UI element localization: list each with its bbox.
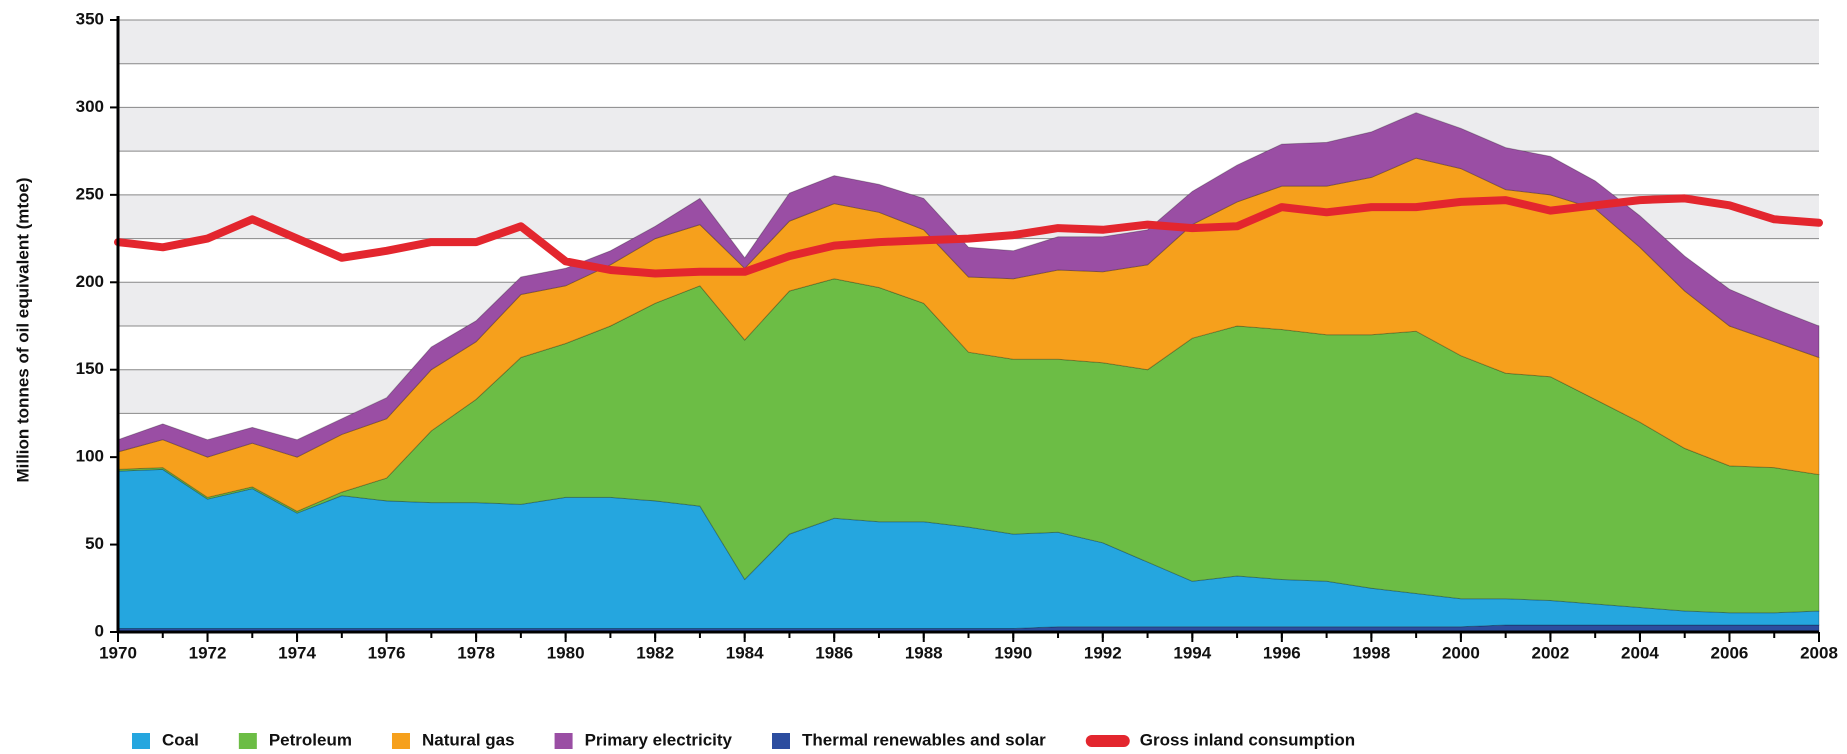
x-tick-label: 1986 [815, 643, 853, 662]
legend-swatch [772, 733, 790, 749]
legend-label: Coal [162, 730, 199, 749]
legend-item: Primary electricity [554, 730, 733, 749]
x-tick-label: 2008 [1800, 643, 1838, 662]
x-tick-label: 1990 [994, 643, 1032, 662]
x-tick-label: 1978 [457, 643, 495, 662]
legend-swatch [238, 733, 257, 749]
x-tick-label: 1998 [1352, 643, 1390, 662]
legend-label: Petroleum [269, 730, 352, 749]
legend-swatch [554, 733, 573, 749]
x-tick-label: 1972 [189, 643, 227, 662]
x-tick-label: 1992 [1084, 643, 1122, 662]
legend-swatch [132, 733, 150, 749]
legend-item: Petroleum [238, 730, 352, 749]
x-tick-label: 1980 [547, 643, 585, 662]
y-tick-label: 150 [76, 359, 104, 378]
x-tick-label: 2002 [1532, 643, 1570, 662]
x-tick-label: 1970 [99, 643, 137, 662]
legend-item: Thermal renewables and solar [772, 730, 1046, 749]
y-axis-label: Million tonnes of oil equivalent (mtoe) [13, 177, 32, 482]
x-tick-label: 1988 [905, 643, 943, 662]
grid-band [118, 107, 1819, 152]
x-tick-label: 1982 [636, 643, 674, 662]
legend-label: Primary electricity [585, 730, 733, 749]
y-tick-label: 350 [76, 9, 104, 28]
y-tick-label: 200 [76, 272, 104, 291]
legend-item: Natural gas [391, 730, 515, 749]
y-tick-label: 0 [95, 621, 104, 640]
x-tick-label: 2000 [1442, 643, 1480, 662]
legend-swatch [391, 733, 410, 749]
x-tick-label: 1974 [278, 643, 316, 662]
legend-label: Natural gas [422, 730, 515, 749]
x-tick-label: 1976 [368, 643, 406, 662]
legend-label: Thermal renewables and solar [802, 730, 1046, 749]
area [117, 112, 1820, 458]
line [114, 194, 1823, 278]
x-tick-label: 1996 [1263, 643, 1301, 662]
grid-band [118, 20, 1819, 64]
legend-item: Gross inland consumption [1085, 730, 1355, 749]
y-tick-label: 100 [76, 447, 104, 466]
x-tick-label: 1984 [726, 643, 764, 662]
y-tick-label: 50 [85, 534, 104, 553]
y-tick-label: 300 [76, 97, 104, 116]
legend-label: Gross inland consumption [1140, 730, 1355, 749]
x-tick-label: 2006 [1711, 643, 1749, 662]
legend-item: Coal [132, 730, 199, 749]
legend-swatch [1085, 735, 1130, 747]
y-tick-label: 250 [76, 184, 104, 203]
x-tick-label: 2004 [1621, 643, 1659, 662]
x-tick-label: 1994 [1173, 643, 1211, 662]
